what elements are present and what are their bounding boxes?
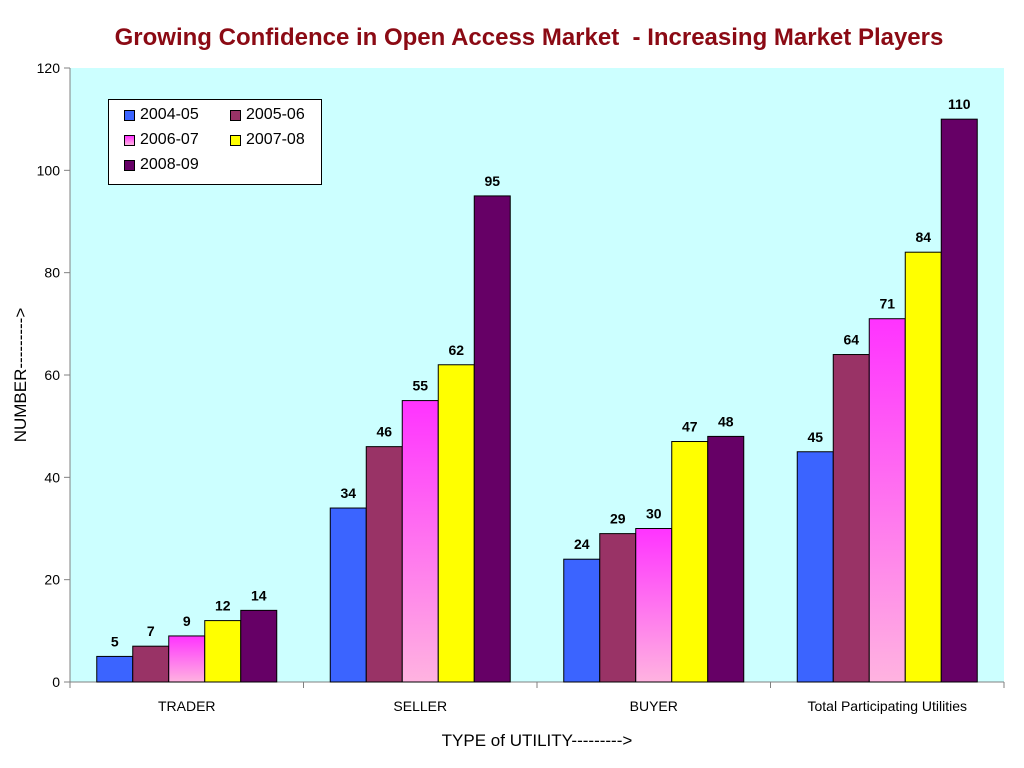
bar xyxy=(168,635,206,683)
data-label: 55 xyxy=(412,378,428,394)
y-tick-label: 60 xyxy=(44,367,60,383)
bar xyxy=(96,655,134,683)
data-label: 46 xyxy=(376,424,392,440)
legend-swatch xyxy=(124,134,135,146)
bar xyxy=(132,645,170,683)
y-axis-label: NUMBER---------> xyxy=(11,308,30,443)
bar xyxy=(329,507,367,683)
legend-label: 2004-05 xyxy=(140,106,199,123)
bar xyxy=(671,441,709,683)
bar xyxy=(437,364,475,683)
bar xyxy=(240,609,278,683)
legend-label: 2008-09 xyxy=(140,156,199,173)
bar xyxy=(904,251,942,683)
data-label: 34 xyxy=(340,485,356,501)
bar xyxy=(204,620,242,683)
bar xyxy=(707,435,745,683)
legend-label: 2005-06 xyxy=(246,106,305,123)
bar xyxy=(635,528,673,683)
data-label: 7 xyxy=(147,623,155,639)
data-label: 12 xyxy=(215,598,231,614)
bar xyxy=(940,118,978,683)
y-tick-label: 20 xyxy=(44,572,60,588)
bar xyxy=(796,451,834,683)
bar xyxy=(365,446,403,683)
data-label: 29 xyxy=(610,511,626,527)
legend-item: 2005-06 xyxy=(230,106,305,124)
data-label: 47 xyxy=(682,419,698,435)
legend-item: 2008-09 xyxy=(124,156,199,174)
data-label: 62 xyxy=(448,342,464,358)
y-tick-label: 100 xyxy=(37,162,61,178)
legend-item: 2006-07 xyxy=(124,131,199,149)
data-label: 71 xyxy=(879,296,895,312)
data-label: 9 xyxy=(183,613,191,629)
data-label: 30 xyxy=(646,506,662,522)
bar xyxy=(868,318,906,683)
data-label: 14 xyxy=(251,587,267,603)
chart-title: Growing Confidence in Open Access Market… xyxy=(114,24,944,51)
x-tick-label: TRADER xyxy=(158,698,216,714)
y-tick-label: 40 xyxy=(44,469,60,485)
x-axis-label: TYPE of UTILITY---------> xyxy=(442,731,633,750)
bar xyxy=(599,533,637,683)
data-label: 24 xyxy=(574,536,590,552)
y-tick-label: 80 xyxy=(44,265,60,281)
data-label: 5 xyxy=(111,633,119,649)
legend-swatch xyxy=(124,159,135,171)
legend-item: 2004-05 xyxy=(124,106,199,124)
data-label: 45 xyxy=(807,429,823,445)
bar xyxy=(401,400,439,683)
data-label: 48 xyxy=(718,413,734,429)
y-tick-label: 0 xyxy=(52,674,60,690)
x-tick-label: BUYER xyxy=(630,698,678,714)
legend-label: 2007-08 xyxy=(246,131,305,148)
data-label: 64 xyxy=(843,332,859,348)
legend-item: 2007-08 xyxy=(230,131,305,149)
bar xyxy=(832,354,870,683)
bar xyxy=(563,558,601,683)
x-tick-label: SELLER xyxy=(393,698,447,714)
data-label: 84 xyxy=(915,229,931,245)
legend-swatch xyxy=(124,109,135,121)
legend-swatch xyxy=(230,134,241,146)
x-tick-label: Total Participating Utilities xyxy=(807,698,967,714)
legend-label: 2006-07 xyxy=(140,131,199,148)
legend-swatch xyxy=(230,109,241,121)
data-label: 95 xyxy=(484,173,500,189)
bar xyxy=(473,195,511,683)
y-tick-label: 120 xyxy=(37,60,61,76)
chart-legend: 2004-05 2005-06 2006-07 2007-08 2008-09 xyxy=(108,99,322,185)
data-label: 110 xyxy=(948,96,971,112)
